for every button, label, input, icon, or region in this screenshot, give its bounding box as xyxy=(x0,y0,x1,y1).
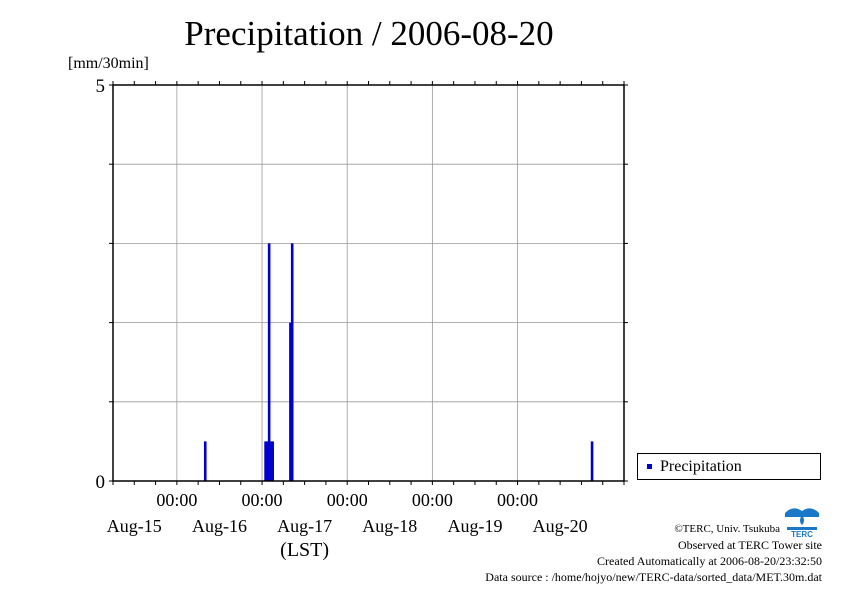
x-date-label: Aug-20 xyxy=(533,516,588,536)
legend-label: Precipitation xyxy=(660,458,742,475)
precip-bar xyxy=(290,243,294,481)
x-time-label: 00:00 xyxy=(156,490,197,510)
x-date-label: Aug-15 xyxy=(107,516,162,536)
x-date-label: Aug-17 xyxy=(277,516,332,536)
x-time-label: 00:00 xyxy=(412,490,453,510)
precip-bar xyxy=(271,441,274,481)
copyright-text: ©TERC, Univ. Tsukuba xyxy=(674,523,780,535)
x-date-label: Aug-16 xyxy=(192,516,247,536)
legend: Precipitation xyxy=(637,453,821,480)
terc-logo-icon: TERC xyxy=(783,503,821,539)
x-date-label: Aug-19 xyxy=(447,516,502,536)
y-tick-label: 5 xyxy=(96,76,106,97)
x-time-label: 00:00 xyxy=(242,490,283,510)
plot-frame xyxy=(112,84,625,482)
legend-swatch xyxy=(647,464,652,469)
x-time-label: 00:00 xyxy=(327,490,368,510)
precip-bar xyxy=(267,243,271,481)
precip-bar xyxy=(266,441,269,481)
logo-text: TERC xyxy=(791,530,813,539)
created-text: Created Automatically at 2006-08-20/23:3… xyxy=(597,554,822,568)
credits: ©TERC, Univ. Tsukuba Observed at TERC To… xyxy=(485,521,822,585)
x-date-label: Aug-18 xyxy=(362,516,417,536)
site-text: Observed at TERC Tower site xyxy=(677,538,822,552)
chart-title: Precipitation / 2006-08-20 xyxy=(184,14,554,53)
precip-bar xyxy=(269,441,273,481)
precip-bar xyxy=(264,441,267,481)
source-text: Data source : /home/hojyo/new/TERC-data/… xyxy=(485,570,822,584)
y-tick-label: 0 xyxy=(96,472,106,493)
precip-bar xyxy=(203,441,207,481)
precip-bar xyxy=(289,322,292,481)
y-axis-unit: [mm/30min] xyxy=(68,55,149,72)
x-time-label: 00:00 xyxy=(497,490,538,510)
x-axis-label: (LST) xyxy=(280,539,329,561)
precip-bar xyxy=(590,441,594,481)
